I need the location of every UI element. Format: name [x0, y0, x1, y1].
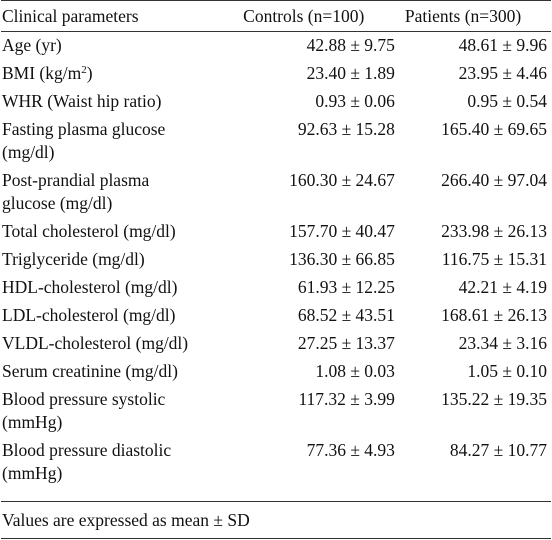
patients-value: 0.95 ± 0.54	[467, 90, 547, 111]
controls-value: 157.70 ± 40.47	[289, 220, 395, 241]
controls-value: 1.08 ± 0.03	[315, 360, 395, 381]
row-label: Triglyceride (mg/dl)	[2, 248, 145, 269]
controls-value: 27.25 ± 13.37	[297, 332, 395, 353]
header-controls: Controls (n=100)	[235, 1, 401, 32]
row-label-text: BMI (kg/m	[2, 62, 82, 83]
row-label: Fasting plasma glucose (mg/dl)	[1, 116, 235, 167]
row-label: WHR (Waist hip ratio)	[2, 90, 162, 111]
controls-value: 0.93 ± 0.06	[315, 90, 395, 111]
table-row: WHR (Waist hip ratio) 0.93 ± 0.06 0.95 ±…	[1, 88, 551, 116]
table-row: LDL-cholesterol (mg/dl) 68.52 ± 43.51 16…	[1, 302, 551, 330]
table-row: HDL-cholesterol (mg/dl) 61.93 ± 12.25 42…	[1, 274, 551, 302]
row-label-line: Post-prandial plasma	[2, 169, 150, 190]
row-label: Age (yr)	[2, 34, 62, 55]
table-row: Fasting plasma glucose (mg/dl) 92.63 ± 15…	[1, 116, 551, 167]
table-row: Post-prandial plasma glucose (mg/dl) 160.…	[1, 167, 551, 218]
controls-value: 68.52 ± 43.51	[297, 304, 395, 325]
row-label-line: Blood pressure diastolic	[2, 439, 172, 460]
table-row: Triglyceride (mg/dl) 136.30 ± 66.85 116.…	[1, 246, 551, 274]
patients-value: 266.40 ± 97.04	[441, 169, 547, 190]
header-clinical-parameters: Clinical parameters	[1, 1, 236, 32]
row-label: VLDL-cholesterol (mg/dl)	[2, 332, 189, 353]
clinical-parameters-table: Clinical parameters Controls (n=100) Pat…	[1, 1, 551, 489]
patients-value: 233.98 ± 26.13	[441, 220, 547, 241]
row-label: HDL-cholesterol (mg/dl)	[2, 276, 178, 297]
row-label-line: (mmHg)	[2, 462, 63, 483]
row-label-line: glucose (mg/dl)	[2, 192, 113, 213]
row-label: Serum creatinine (mg/dl)	[2, 360, 178, 381]
row-label: LDL-cholesterol (mg/dl)	[2, 304, 176, 325]
patients-value: 84.27 ± 10.77	[449, 439, 547, 460]
patients-value: 1.05 ± 0.10	[467, 360, 547, 381]
row-label-line: Fasting plasma glucose	[2, 118, 166, 139]
row-label-line: (mg/dl)	[2, 141, 55, 162]
patients-value: 135.22 ± 19.35	[441, 388, 547, 409]
row-label: Total cholesterol (mg/dl)	[2, 220, 176, 241]
row-label: Blood pressure diastolic (mmHg)	[1, 437, 235, 489]
table-row: Total cholesterol (mg/dl) 157.70 ± 40.47…	[1, 218, 551, 246]
patients-value: 48.61 ± 9.96	[458, 34, 547, 55]
row-label-line: Blood pressure systolic	[2, 388, 166, 409]
controls-value: 77.36 ± 4.93	[306, 439, 395, 460]
row-label: Post-prandial plasma glucose (mg/dl)	[1, 167, 235, 218]
table-footnote: Values are expressed as mean ± SD	[1, 501, 551, 532]
table-row: Blood pressure diastolic (mmHg) 77.36 ± 4…	[1, 437, 551, 489]
patients-value: 168.61 ± 26.13	[441, 304, 547, 325]
patients-value: 23.95 ± 4.46	[458, 62, 547, 83]
table-row: Age (yr) 42.88 ± 9.75 48.61 ± 9.96	[1, 31, 551, 60]
table-row: Serum creatinine (mg/dl) 1.08 ± 0.03 1.0…	[1, 358, 551, 386]
controls-value: 61.93 ± 12.25	[297, 276, 395, 297]
table-row: BMI (kg/m2) 23.40 ± 1.89 23.95 ± 4.46	[1, 60, 551, 88]
header-patients: Patients (n=300)	[400, 1, 551, 32]
controls-value: 23.40 ± 1.89	[306, 62, 395, 83]
patients-value: 116.75 ± 15.31	[441, 248, 547, 269]
controls-value: 136.30 ± 66.85	[289, 248, 395, 269]
table-header: Clinical parameters Controls (n=100) Pat…	[1, 1, 551, 32]
controls-value: 117.32 ± 3.99	[298, 388, 395, 409]
patients-value: 23.34 ± 3.16	[458, 332, 547, 353]
controls-value: 160.30 ± 24.67	[289, 169, 395, 190]
table-row: VLDL-cholesterol (mg/dl) 27.25 ± 13.37 2…	[1, 330, 551, 358]
header-row: Clinical parameters Controls (n=100) Pat…	[1, 1, 551, 32]
row-label: Blood pressure systolic (mmHg)	[1, 386, 235, 437]
patients-value: 165.40 ± 69.65	[441, 118, 547, 139]
row-label: BMI (kg/m2)	[1, 60, 235, 88]
controls-value: 92.63 ± 15.28	[297, 118, 395, 139]
row-label-line: (mmHg)	[2, 411, 63, 432]
row-label-suffix: )	[86, 62, 93, 83]
table-body: Age (yr) 42.88 ± 9.75 48.61 ± 9.96 BMI (…	[1, 31, 551, 489]
table-row: Blood pressure systolic (mmHg) 117.32 ± 3…	[1, 386, 551, 437]
patients-value: 42.21 ± 4.19	[458, 276, 547, 297]
superscript: 2	[81, 63, 87, 76]
controls-value: 42.88 ± 9.75	[306, 34, 395, 55]
